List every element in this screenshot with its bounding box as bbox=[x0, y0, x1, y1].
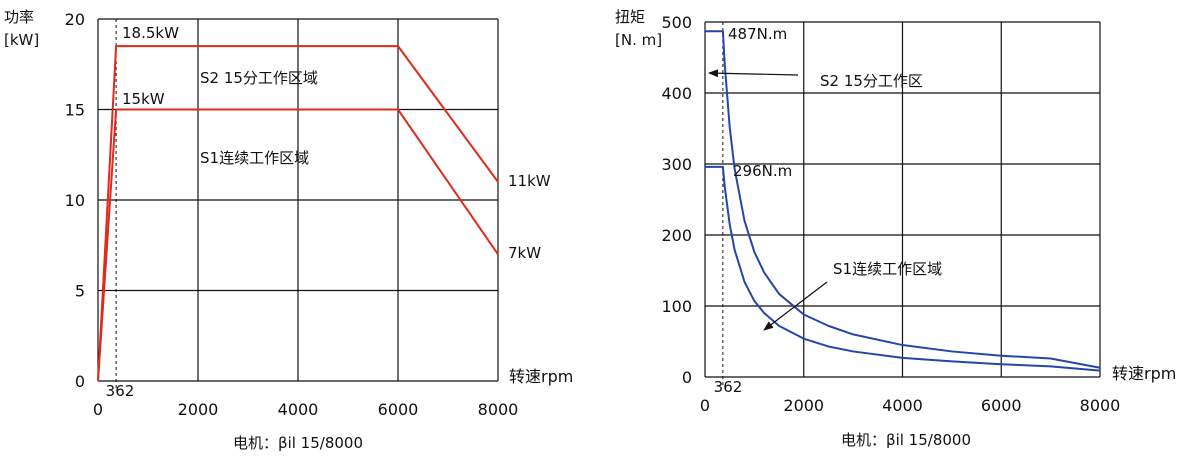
power-y-ticks: 0 5 10 15 20 bbox=[65, 10, 85, 391]
y-tick-label: 500 bbox=[661, 13, 692, 32]
s2-peak-torque-label: 487N.m bbox=[728, 25, 787, 43]
torque-x-ticks: 0 2000 4000 6000 8000 bbox=[700, 396, 1120, 415]
x-tick-label: 2000 bbox=[783, 396, 824, 415]
x-tick-label: 8000 bbox=[478, 400, 519, 419]
s2-region-label: S2 15分工作区域 bbox=[200, 69, 318, 87]
power-chart: 0 5 10 15 20 0 2000 4000 6000 8000 功率 [kW] 转速rpm… bbox=[4, 8, 573, 452]
s2-region-torque-label: S2 15分工作区 bbox=[820, 72, 923, 90]
torque-chart: 0 100 200 300 400 500 0 2000 4000 6000 8000 扭矩 [N… bbox=[615, 8, 1176, 449]
power-series bbox=[97, 19, 499, 389]
y-tick-label: 400 bbox=[661, 84, 692, 103]
torque-y-ticks: 0 100 200 300 400 500 bbox=[661, 13, 692, 387]
torque-x-label: 转速rpm bbox=[1112, 364, 1176, 383]
s2-peak-power-label: 18.5kW bbox=[122, 24, 179, 42]
s1-region-arrow bbox=[763, 281, 828, 331]
s1-end-power-label: 7kW bbox=[508, 244, 541, 262]
s1-peak-torque-label: 296N.m bbox=[733, 162, 792, 180]
x-tick-label: 0 bbox=[93, 400, 103, 419]
x-tick-label: 4000 bbox=[882, 396, 923, 415]
x-tick-label: 4000 bbox=[278, 400, 319, 419]
power-marker-label: 362 bbox=[106, 382, 135, 400]
x-tick-label: 6000 bbox=[378, 400, 419, 419]
torque-marker-label: 362 bbox=[714, 378, 743, 396]
power-x-ticks: 0 2000 4000 6000 8000 bbox=[93, 400, 518, 419]
y-tick-label: 5 bbox=[75, 282, 85, 301]
series-line-2 bbox=[705, 165, 1101, 372]
series-line-1 bbox=[705, 30, 1101, 369]
power-caption: 电机：βil 15/8000 bbox=[233, 434, 363, 452]
power-y-unit: [kW] bbox=[4, 31, 39, 49]
s2-end-power-label: 11kW bbox=[508, 172, 551, 190]
series-line-1 bbox=[97, 45, 499, 382]
torque-y-label: 扭矩 bbox=[615, 8, 645, 26]
y-tick-label: 20 bbox=[65, 10, 85, 29]
power-x-label: 转速rpm bbox=[509, 367, 573, 386]
x-tick-label: 6000 bbox=[981, 396, 1022, 415]
s1-peak-power-label: 15kW bbox=[122, 90, 165, 108]
x-tick-label: 2000 bbox=[178, 400, 219, 419]
power-y-label: 功率 bbox=[4, 8, 34, 26]
s2-region-arrow bbox=[708, 69, 799, 78]
torque-y-unit: [N. m] bbox=[615, 31, 662, 49]
torque-series bbox=[705, 22, 1101, 385]
y-tick-label: 10 bbox=[65, 191, 85, 210]
torque-caption: 电机：βil 15/8000 bbox=[841, 431, 971, 449]
s1-region-label: S1连续工作区域 bbox=[200, 149, 309, 167]
y-tick-label: 0 bbox=[75, 372, 85, 391]
y-tick-label: 15 bbox=[65, 101, 85, 120]
y-tick-label: 200 bbox=[661, 226, 692, 245]
torque-grid bbox=[704, 21, 1101, 378]
y-tick-label: 300 bbox=[661, 155, 692, 174]
series-line-2 bbox=[97, 108, 499, 382]
x-tick-label: 8000 bbox=[1080, 396, 1121, 415]
y-tick-label: 0 bbox=[682, 368, 692, 387]
x-tick-label: 0 bbox=[700, 396, 710, 415]
y-tick-label: 100 bbox=[661, 297, 692, 316]
s1-region-torque-label: S1连续工作区域 bbox=[833, 260, 942, 278]
